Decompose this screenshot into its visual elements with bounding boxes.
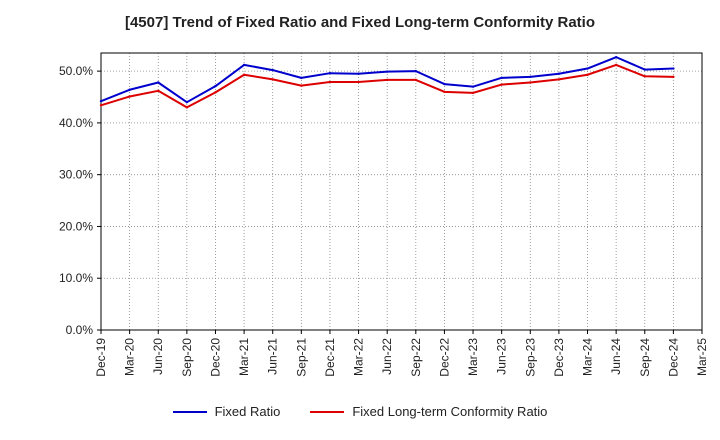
grid-layer — [101, 53, 702, 330]
data-point — [271, 68, 274, 72]
x-tick-label: Sep-21 — [294, 338, 308, 377]
data-point — [357, 80, 360, 84]
data-point — [500, 83, 503, 86]
data-point — [328, 80, 332, 84]
data-point — [385, 78, 389, 82]
data-point — [242, 73, 246, 76]
x-tick-label: Dec-23 — [552, 338, 566, 377]
x-tick-label: Mar-25 — [695, 338, 709, 376]
x-tick-label: Jun-23 — [495, 338, 509, 375]
data-point — [672, 75, 675, 79]
data-point — [185, 106, 189, 109]
data-point — [529, 81, 532, 84]
x-tick-label: Jun-20 — [151, 338, 165, 375]
x-tick-label: Dec-24 — [666, 338, 680, 377]
x-tick-label: Mar-22 — [352, 338, 366, 376]
x-tick-label: Mar-24 — [581, 338, 595, 376]
data-point — [328, 71, 332, 75]
data-point — [99, 104, 103, 107]
x-tick-label: Dec-19 — [94, 338, 108, 377]
legend-item-fixed-ratio: Fixed Ratio — [172, 404, 281, 419]
legend: Fixed Ratio Fixed Long-term Conformity R… — [0, 404, 720, 419]
x-tick-label: Jun-22 — [380, 338, 394, 375]
data-point — [185, 100, 189, 104]
data-point — [557, 72, 561, 75]
x-tick-label: Dec-20 — [208, 338, 222, 377]
series-layer — [99, 55, 675, 109]
data-point — [271, 78, 274, 81]
legend-label-fixed-ratio: Fixed Ratio — [214, 404, 281, 419]
y-tick-label: 30.0% — [59, 168, 93, 182]
x-tick-label: Dec-21 — [323, 338, 337, 377]
data-point — [586, 67, 589, 70]
x-tick-label: Sep-22 — [409, 338, 423, 377]
data-point — [471, 85, 475, 88]
chart-title: [4507] Trend of Fixed Ratio and Fixed Lo… — [124, 14, 596, 31]
legend-swatch-fixed-long-term-conformity-ratio — [310, 410, 345, 413]
data-point — [443, 82, 446, 86]
data-point — [157, 81, 160, 84]
y-tick-label: 10.0% — [59, 271, 93, 285]
x-tick-label: Mar-23 — [466, 338, 480, 376]
legend-label-fixed-long-term-conformity-ratio: Fixed Long-term Conformity Ratio — [352, 404, 548, 419]
data-point — [214, 84, 217, 88]
x-tick-label: Sep-24 — [638, 338, 652, 377]
data-point — [157, 89, 160, 92]
x-tick-label: Sep-20 — [180, 338, 194, 377]
legend-item-fixed-long-term-conformity-ratio: Fixed Long-term Conformity Ratio — [310, 404, 547, 419]
x-tick-label: Mar-21 — [237, 338, 251, 376]
data-point — [672, 67, 675, 70]
data-point — [214, 91, 217, 94]
data-point — [586, 73, 589, 76]
data-point — [414, 69, 418, 73]
data-point — [614, 55, 618, 59]
data-point — [643, 68, 646, 71]
data-point — [385, 70, 389, 73]
y-tick-label: 20.0% — [59, 219, 93, 233]
x-tick-label: Jun-21 — [266, 338, 280, 375]
x-tick-label: Dec-22 — [437, 338, 451, 377]
x-tick-label: Mar-20 — [123, 338, 137, 376]
x-tick-label: Sep-23 — [523, 338, 537, 377]
y-tick-label: 40.0% — [59, 116, 93, 130]
axis-layer: 0.0% 10.0% 20.0% 30.0% 40.0% 50.0% Dec-19 Mar-2… — [59, 64, 709, 377]
plot-frame — [100, 52, 703, 331]
y-tick-label: 0.0% — [66, 323, 94, 337]
legend-swatch-fixed-ratio — [172, 410, 207, 413]
data-point — [357, 72, 360, 75]
data-point — [443, 90, 446, 94]
data-point — [643, 75, 646, 78]
data-point — [557, 78, 561, 81]
data-point — [128, 88, 131, 91]
data-point — [242, 63, 246, 67]
data-point — [614, 63, 618, 67]
data-point — [414, 78, 418, 82]
data-point — [99, 99, 103, 103]
data-point — [500, 76, 503, 80]
y-tick-label: 50.0% — [59, 64, 93, 78]
x-tick-label: Jun-24 — [609, 338, 623, 375]
data-point — [300, 76, 303, 80]
data-point — [300, 84, 303, 87]
data-point — [471, 91, 475, 95]
data-point — [529, 75, 532, 79]
data-point — [128, 95, 131, 98]
